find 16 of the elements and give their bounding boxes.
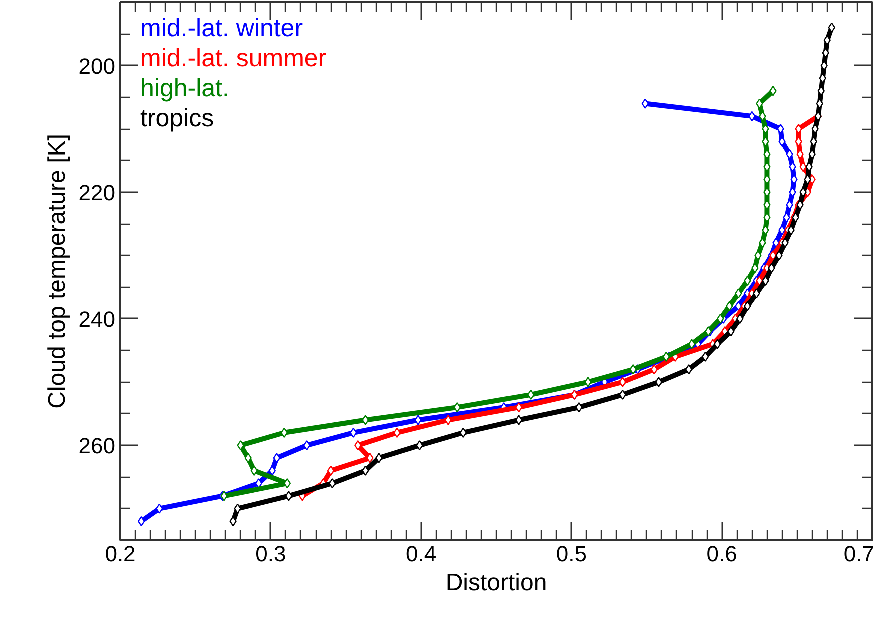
text: mid.-lat. summer xyxy=(140,44,327,72)
y-axis-title: Cloud top temperature [K] xyxy=(44,134,71,409)
text: tropics xyxy=(140,104,214,132)
x-tick-label: 0.3 xyxy=(256,542,286,566)
x-tick-label: 0.7 xyxy=(844,542,874,566)
text: mid.-lat. winter xyxy=(140,14,304,42)
x-tick-label: 0.6 xyxy=(706,542,738,566)
x-tick-label: 0.2 xyxy=(105,542,136,566)
x-tick-label: 0.4 xyxy=(406,542,437,566)
y-tick-label: 200 xyxy=(78,54,116,79)
x-tick-label: 0.5 xyxy=(556,542,587,566)
y-tick-label: 240 xyxy=(78,306,116,332)
x-axis-title: Distortion xyxy=(446,570,548,596)
text: high-lat. xyxy=(140,74,230,102)
y-tick-label: 220 xyxy=(78,180,116,206)
y-tick-label: 260 xyxy=(78,434,116,459)
